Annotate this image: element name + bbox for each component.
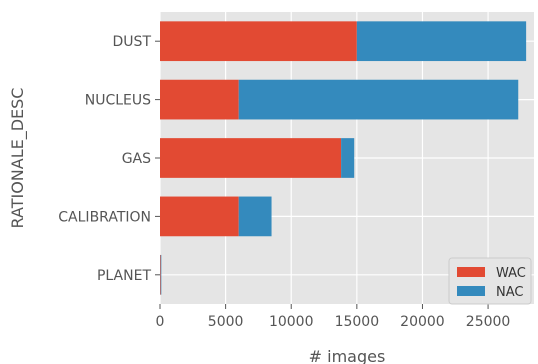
bar-dust-nac — [356, 21, 527, 62]
x-axis-label: # images — [309, 347, 386, 364]
bar-calibration-wac — [160, 196, 239, 237]
x-tick-label: 20000 — [400, 314, 445, 330]
bar-calibration-nac — [238, 196, 272, 237]
bars — [160, 21, 527, 295]
y-tick-label: NUCLEUS — [85, 93, 151, 109]
x-tick-label: 5000 — [208, 314, 244, 330]
bar-nucleus-nac — [238, 79, 519, 120]
bar-gas-nac — [341, 138, 355, 178]
bar-dust-wac — [160, 21, 357, 62]
legend-swatch-wac — [457, 267, 485, 277]
y-axis-ticks: PLANET CALIBRATION GAS NUCLEUS DUST — [58, 34, 160, 284]
x-tick-label: 10000 — [269, 314, 314, 330]
bar-nucleus-wac — [160, 79, 239, 120]
legend-label-wac: WAC — [496, 266, 526, 281]
x-axis-ticks: 0 5000 10000 15000 20000 25000 — [156, 304, 511, 330]
x-tick-label: 25000 — [466, 314, 511, 330]
bar-planet-nac — [160, 254, 162, 295]
bar-planet-wac — [160, 254, 161, 295]
x-tick-label: 0 — [156, 314, 165, 330]
y-tick-label: DUST — [113, 34, 152, 50]
y-axis-label: RATIONALE_DESC — [8, 88, 28, 229]
legend-swatch-nac — [457, 286, 485, 296]
x-tick-label: 15000 — [335, 314, 380, 330]
y-tick-label: CALIBRATION — [58, 209, 151, 225]
legend: WAC NAC — [448, 257, 532, 305]
legend-label-nac: NAC — [496, 285, 523, 300]
bar-gas-wac — [160, 138, 342, 178]
y-tick-label: PLANET — [97, 268, 151, 284]
y-tick-label: GAS — [122, 151, 151, 167]
